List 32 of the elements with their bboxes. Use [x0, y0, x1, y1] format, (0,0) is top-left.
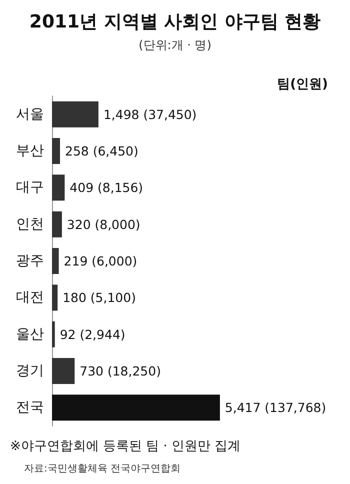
- y-tick-label: 부산: [16, 143, 44, 159]
- y-tick-label: 인천: [16, 216, 44, 232]
- bar: [52, 248, 59, 274]
- data-label: 1,498 (37,450): [103, 106, 197, 122]
- data-label: 92 (2,944): [60, 326, 126, 342]
- y-tick-label: 울산: [16, 326, 44, 342]
- y-tick-label: 전국: [16, 400, 44, 416]
- data-label: 5,417 (137,768): [224, 400, 326, 416]
- chart-title: 2011년 지역별 사회인 야구팀 현황: [29, 12, 321, 32]
- bar: [52, 138, 60, 164]
- data-label: 180 (5,100): [62, 290, 136, 306]
- text: 자료:국민생활체육 전국야구연합회: [24, 464, 181, 474]
- data-label: 409 (8,156): [70, 180, 144, 196]
- data-label: 730 (18,250): [80, 364, 161, 378]
- text: 팀(인원): [277, 77, 328, 92]
- data-label: 219 (6,000): [64, 254, 138, 268]
- y-tick-label: 광주: [16, 253, 44, 269]
- chart-subtitle: (단위:개 · 명): [138, 38, 212, 52]
- data-label: 258 (6,450): [65, 144, 138, 158]
- bar: [52, 101, 98, 128]
- bar: [52, 321, 55, 348]
- bar: [52, 211, 62, 238]
- bar: [52, 174, 65, 201]
- text: ※야구연합회에 등록된 팀 · 인원만 집계: [10, 439, 241, 454]
- y-tick-label: 대구: [16, 180, 44, 196]
- bar: [52, 284, 58, 311]
- bar: [52, 358, 75, 384]
- y-tick-label: 서울: [16, 106, 44, 122]
- bar: [52, 394, 220, 421]
- y-tick-label: 경기: [16, 363, 44, 379]
- data-label: 320 (8,000): [66, 216, 140, 232]
- y-tick-label: 대전: [16, 290, 44, 306]
